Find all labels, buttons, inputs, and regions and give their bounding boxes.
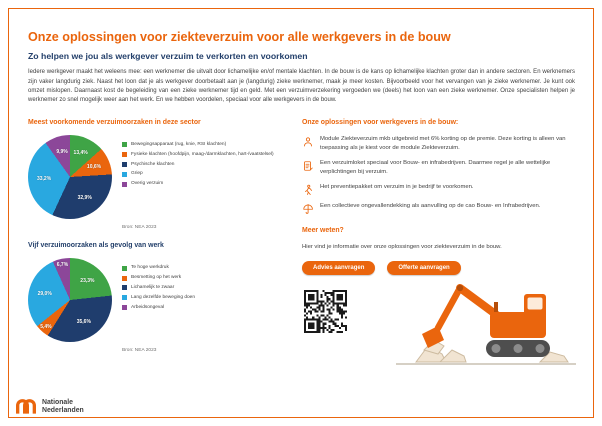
pie-slice-label: 6,7% [56,261,69,268]
document-pencil-icon [302,159,314,171]
walking-person-icon [302,183,314,196]
legend-label: Lang dezelfde beweging doen [131,294,196,300]
legend-item: Bewegingsapparaat (rug, knie, RSI klacht… [122,142,274,148]
chart1-source: Bron: NEA 2023 [122,224,157,230]
pie-chart-verzuimoorzaken-sector: 13,4% 10,6% 32,9% 33,2% 9,9% [28,134,112,219]
solution-item: Het preventiepakket om verzuim in je bed… [302,183,575,196]
legend-swatch [122,171,127,177]
page-subtitle: Zo helpen we jou als werkgever verzuim t… [28,51,308,62]
brand-line2: Nederlanden [42,407,84,414]
pie-slice-label: 9,9% [56,149,68,156]
legend-label: Fysieke klachten (hoofdpijn, maag-/darmk… [131,151,274,157]
solution-text: Module Ziekteverzuim mkb uitgebreid met … [320,135,566,151]
pie-slice-label: 10,6% [86,163,102,170]
advies-aanvragen-button[interactable]: Advies aanvragen [302,261,376,276]
legend-swatch [122,152,127,158]
solution-item: Een verzuimloket speciaal voor Bouw- en … [302,159,575,176]
legend-label: Bewegingsapparaat (rug, knie, RSI klacht… [131,141,227,147]
pie-slice-label: 35,6% [76,319,91,326]
nationale-nederlanden-logo-icon [16,399,36,414]
solution-text: Een verzuimloket speciaal voor Bouw- en … [320,160,551,175]
solutions-heading: Onze oplossingen voor werkgevers in de b… [302,118,459,126]
legend-label: Besmetting op het werk [131,275,182,281]
umbrella-icon [302,202,314,214]
legend-item: Lichamelijk te zwaar [122,285,195,291]
chart1-heading: Meest voorkomende verzuimoorzaken in dez… [28,118,201,126]
solution-item: Een collectieve ongevallendekking als aa… [302,202,575,214]
excavator-illustration [396,284,576,365]
pie-slice-label: 33,2% [36,176,52,183]
intro-paragraph: Iedere werkgever maakt het weleens mee: … [28,69,575,104]
legend-swatch [122,142,127,148]
chart1-row: 13,4% 10,6% 32,9% 33,2% 9,9% Bewegingsappara… [28,134,286,219]
pie-slice-label: 32,9% [77,195,92,202]
chart2-legend: Te hoge werkdruk Besmetting op het werk … [122,258,195,314]
chart1-legend: Bewegingsapparaat (rug, knie, RSI klacht… [122,135,274,191]
brand-footer: Nationale Nederlanden [15,397,84,417]
qr-code [302,288,349,336]
pie-slice-label: 13,4% [73,150,88,157]
legend-label: Te hoge werkdruk [131,265,169,271]
chart2-heading: Vijf verzuimoorzaken als gevolg van werk [28,241,164,249]
page-title: Onze oplossingen voor ziekteverzuim voor… [28,30,451,44]
legend-label: Griep [131,171,143,177]
legend-swatch [122,162,127,168]
pie-chart-verzuimoorzaken-werk: 23,3% 35,6% 5,4% 29,0% 6,7% [28,258,112,343]
pie-slice-label: 23,3% [80,277,95,284]
legend-item: Psychische klachten [122,162,274,168]
solution-text: Een collectieve ongevallendekking als aa… [320,203,541,210]
person-icon [302,135,314,147]
legend-swatch [122,275,127,281]
legend-label: Arbeidsongeval [131,304,165,310]
content: Onze oplossingen voor ziekteverzuim voor… [28,30,575,365]
legend-swatch [122,285,127,291]
legend-item: Te hoge werkdruk [122,265,195,271]
legend-swatch [122,181,127,187]
legend-swatch [122,265,127,271]
legend-label: Overig verzuim [131,181,164,187]
solutions-column: Onze oplossingen voor werkgevers in de b… [302,119,575,366]
brand-line1: Nationale [42,399,74,407]
legend-label: Psychische klachten [131,161,175,167]
chart-block-sector: Meest voorkomende verzuimoorzaken in dez… [28,119,286,230]
chart2-row: 23,3% 35,6% 5,4% 29,0% 6,7% Te hoge werkdruk… [28,258,286,343]
two-column-layout: Meest voorkomende verzuimoorzaken in dez… [28,119,575,366]
legend-item: Lang dezelfde beweging doen [122,295,195,301]
chart-block-werk: Vijf verzuimoorzaken als gevolg van werk… [28,242,286,353]
brand-name: Nationale Nederlanden [42,399,84,414]
more-info-text: Hier vind je informatie over onze oploss… [302,244,502,251]
chart2-source: Bron: NEA 2023 [122,348,157,354]
charts-column: Meest voorkomende verzuimoorzaken in dez… [28,119,286,366]
legend-item: Fysieke klachten (hoofdpijn, maag-/darmk… [122,152,274,158]
legend-item: Arbeidsongeval [122,305,195,311]
offerte-aanvragen-button[interactable]: Offerte aanvragen [387,261,461,276]
legend-label: Lichamelijk te zwaar [131,284,175,290]
cta-button-row: Advies aanvragen Offerte aanvragen [302,261,575,276]
legend-item: Overig verzuim [122,181,274,187]
solution-item: Module Ziekteverzuim mkb uitgebreid met … [302,135,575,152]
legend-swatch [122,305,127,311]
more-info-heading: Meer weten? [302,227,344,235]
solution-text: Het preventiepakket om verzuim in je bed… [320,184,474,191]
pie-slice-label: 29,0% [37,291,52,298]
pie-slice-label: 5,4% [40,324,52,331]
legend-swatch [122,295,127,301]
legend-item: Griep [122,171,274,177]
legend-item: Besmetting op het werk [122,275,195,281]
